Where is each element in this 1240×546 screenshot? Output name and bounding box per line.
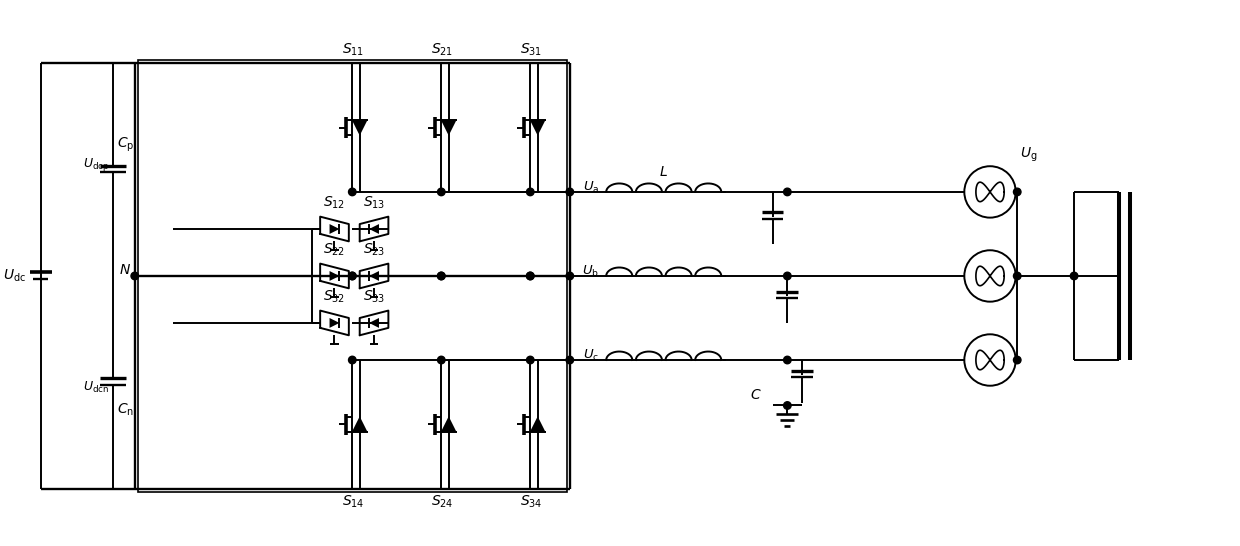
Text: $U_{\rm b}$: $U_{\rm b}$ — [583, 264, 599, 278]
Circle shape — [527, 272, 534, 280]
Circle shape — [527, 356, 534, 364]
Circle shape — [784, 402, 791, 410]
Circle shape — [784, 188, 791, 195]
Circle shape — [565, 356, 574, 364]
Text: $N$: $N$ — [119, 263, 130, 277]
Text: $S_{21}$: $S_{21}$ — [432, 42, 454, 58]
Circle shape — [565, 188, 574, 195]
Circle shape — [438, 272, 445, 280]
Polygon shape — [529, 120, 546, 135]
Text: $S_{23}$: $S_{23}$ — [363, 242, 386, 258]
Text: $L$: $L$ — [660, 165, 668, 179]
Text: $U_{\rm dc}$: $U_{\rm dc}$ — [2, 268, 26, 284]
Text: $S_{12}$: $S_{12}$ — [324, 195, 346, 211]
Text: $U_{\rm g}$: $U_{\rm g}$ — [1019, 146, 1037, 164]
Text: $S_{31}$: $S_{31}$ — [520, 42, 542, 58]
Circle shape — [438, 188, 445, 195]
Circle shape — [527, 188, 534, 195]
Circle shape — [784, 272, 791, 280]
Polygon shape — [352, 417, 367, 432]
Circle shape — [565, 272, 574, 280]
Text: $U_{\rm a}$: $U_{\rm a}$ — [583, 180, 599, 194]
Text: $S_{11}$: $S_{11}$ — [342, 42, 365, 58]
Polygon shape — [370, 224, 379, 234]
Polygon shape — [330, 271, 340, 281]
Text: $S_{32}$: $S_{32}$ — [324, 289, 346, 305]
Polygon shape — [330, 318, 340, 328]
Circle shape — [348, 272, 356, 280]
Circle shape — [1070, 272, 1078, 280]
Text: $U_{\rm dcn}$: $U_{\rm dcn}$ — [83, 379, 109, 395]
Circle shape — [1013, 356, 1021, 364]
Circle shape — [131, 272, 139, 280]
Circle shape — [527, 272, 534, 280]
Text: $C$: $C$ — [750, 388, 761, 402]
Circle shape — [438, 356, 445, 364]
Text: $S_{24}$: $S_{24}$ — [432, 494, 454, 510]
Text: $S_{13}$: $S_{13}$ — [363, 195, 386, 211]
Circle shape — [348, 272, 356, 280]
Polygon shape — [352, 120, 367, 135]
Text: $S_{22}$: $S_{22}$ — [324, 242, 346, 258]
Text: $S_{33}$: $S_{33}$ — [363, 289, 386, 305]
Polygon shape — [370, 271, 379, 281]
Polygon shape — [440, 120, 456, 135]
Circle shape — [784, 356, 791, 364]
Polygon shape — [440, 417, 456, 432]
Text: $U_{\rm dcp}$: $U_{\rm dcp}$ — [83, 156, 109, 173]
Circle shape — [1013, 272, 1021, 280]
Circle shape — [348, 188, 356, 195]
Circle shape — [1013, 188, 1021, 195]
Text: $S_{34}$: $S_{34}$ — [520, 494, 543, 510]
Polygon shape — [529, 417, 546, 432]
Text: $C_{\rm n}$: $C_{\rm n}$ — [117, 402, 134, 418]
Circle shape — [438, 272, 445, 280]
Circle shape — [348, 356, 356, 364]
Polygon shape — [330, 224, 340, 234]
Text: $C_{\rm p}$: $C_{\rm p}$ — [117, 136, 134, 154]
Polygon shape — [370, 318, 379, 328]
Text: $S_{14}$: $S_{14}$ — [342, 494, 365, 510]
Text: $U_{\rm c}$: $U_{\rm c}$ — [583, 347, 599, 363]
